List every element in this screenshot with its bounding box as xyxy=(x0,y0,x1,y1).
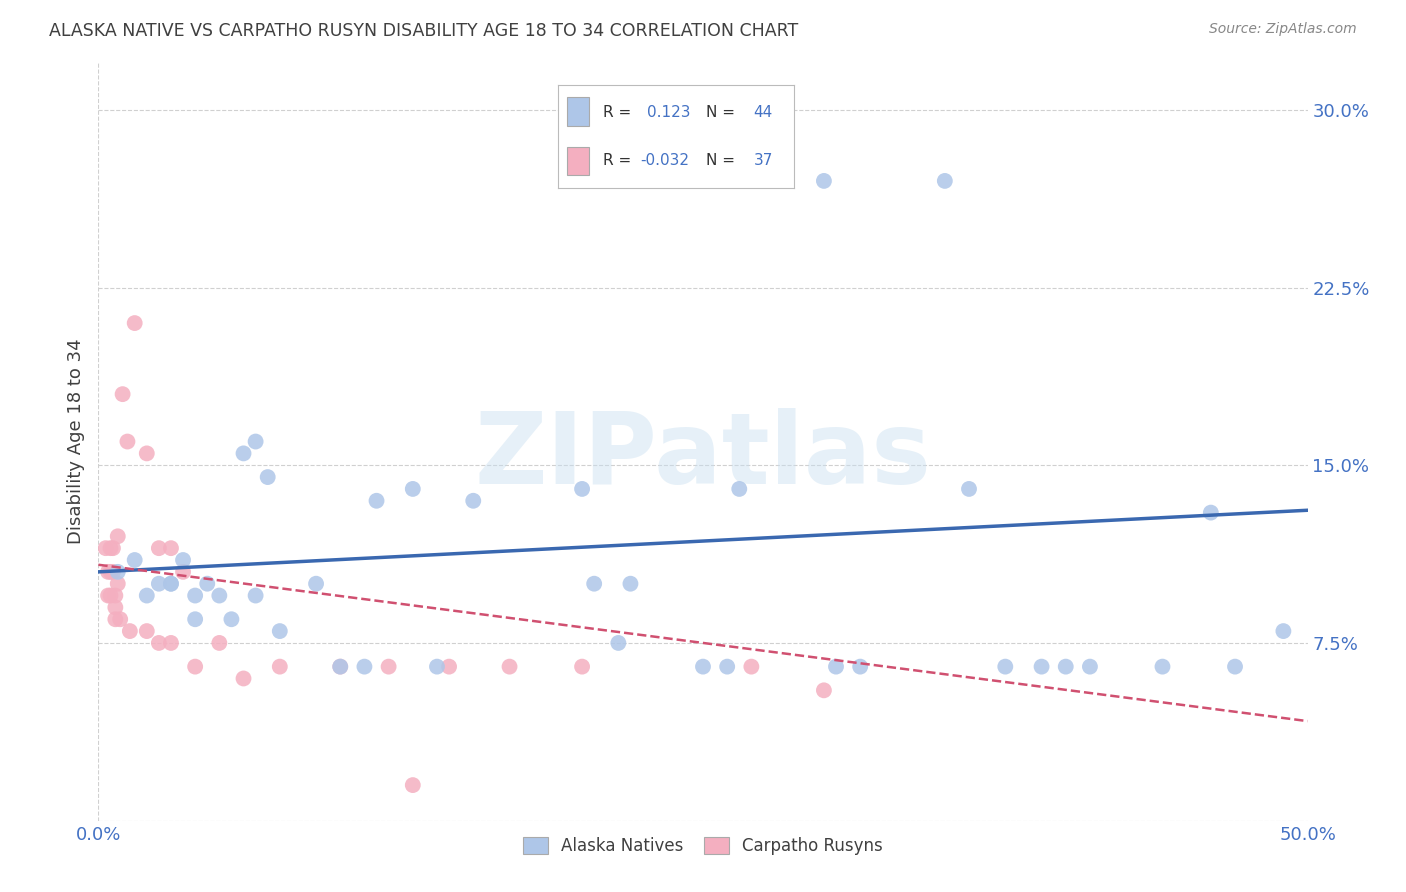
Point xyxy=(104,589,127,603)
Point xyxy=(160,636,183,650)
Point xyxy=(221,612,243,626)
Point xyxy=(498,659,520,673)
Point xyxy=(716,659,738,673)
Point xyxy=(100,589,122,603)
Y-axis label: Disability Age 18 to 34: Disability Age 18 to 34 xyxy=(66,339,84,544)
Point xyxy=(994,659,1017,673)
Point xyxy=(571,659,593,673)
Point xyxy=(728,482,751,496)
Point xyxy=(124,553,146,567)
Point xyxy=(305,576,328,591)
Point xyxy=(107,576,129,591)
Point xyxy=(208,636,231,650)
Point xyxy=(934,174,956,188)
Point xyxy=(269,624,291,639)
Legend: Alaska Natives, Carpatho Rusyns: Alaska Natives, Carpatho Rusyns xyxy=(516,830,890,862)
Point xyxy=(329,659,352,673)
Point xyxy=(402,778,425,792)
Point xyxy=(957,482,980,496)
Point xyxy=(245,589,267,603)
Point xyxy=(97,565,120,579)
Point xyxy=(184,589,207,603)
Point xyxy=(1152,659,1174,673)
Point xyxy=(101,565,124,579)
Point xyxy=(111,387,134,401)
Point xyxy=(269,659,291,673)
Point xyxy=(117,434,139,449)
Point xyxy=(100,541,122,556)
Point xyxy=(329,659,352,673)
Point xyxy=(245,434,267,449)
Point xyxy=(118,624,141,639)
Point xyxy=(232,672,254,686)
Point xyxy=(825,659,848,673)
Point xyxy=(426,659,449,673)
Point xyxy=(353,659,375,673)
Point xyxy=(463,493,485,508)
Point xyxy=(607,636,630,650)
Point xyxy=(1031,659,1053,673)
Point xyxy=(184,659,207,673)
Point xyxy=(108,612,131,626)
Point xyxy=(813,174,835,188)
Point xyxy=(107,565,129,579)
Point xyxy=(740,659,762,673)
Point xyxy=(849,659,872,673)
Text: Source: ZipAtlas.com: Source: ZipAtlas.com xyxy=(1209,22,1357,37)
Point xyxy=(232,446,254,460)
Point xyxy=(256,470,278,484)
Point xyxy=(692,659,714,673)
Point xyxy=(172,565,194,579)
Point xyxy=(135,446,157,460)
Point xyxy=(160,576,183,591)
Point xyxy=(402,482,425,496)
Point xyxy=(1272,624,1295,639)
Point xyxy=(184,612,207,626)
Point xyxy=(160,541,183,556)
Point xyxy=(1223,659,1246,673)
Point xyxy=(813,683,835,698)
Point xyxy=(208,589,231,603)
Point xyxy=(148,541,170,556)
Point xyxy=(1199,506,1222,520)
Point xyxy=(148,636,170,650)
Point xyxy=(571,482,593,496)
Point xyxy=(619,576,641,591)
Point xyxy=(1078,659,1101,673)
Point xyxy=(148,576,170,591)
Point xyxy=(135,624,157,639)
Point xyxy=(104,600,127,615)
Point xyxy=(195,576,218,591)
Point xyxy=(1054,659,1077,673)
Text: ZIPatlas: ZIPatlas xyxy=(475,409,931,505)
Point xyxy=(366,493,388,508)
Point xyxy=(97,589,120,603)
Point xyxy=(101,541,124,556)
Point xyxy=(104,612,127,626)
Point xyxy=(124,316,146,330)
Point xyxy=(135,589,157,603)
Point xyxy=(437,659,460,673)
Text: ALASKA NATIVE VS CARPATHO RUSYN DISABILITY AGE 18 TO 34 CORRELATION CHART: ALASKA NATIVE VS CARPATHO RUSYN DISABILI… xyxy=(49,22,799,40)
Point xyxy=(107,529,129,543)
Point xyxy=(377,659,399,673)
Point xyxy=(583,576,606,591)
Point xyxy=(160,576,183,591)
Point xyxy=(100,565,122,579)
Point xyxy=(94,541,117,556)
Point xyxy=(172,553,194,567)
